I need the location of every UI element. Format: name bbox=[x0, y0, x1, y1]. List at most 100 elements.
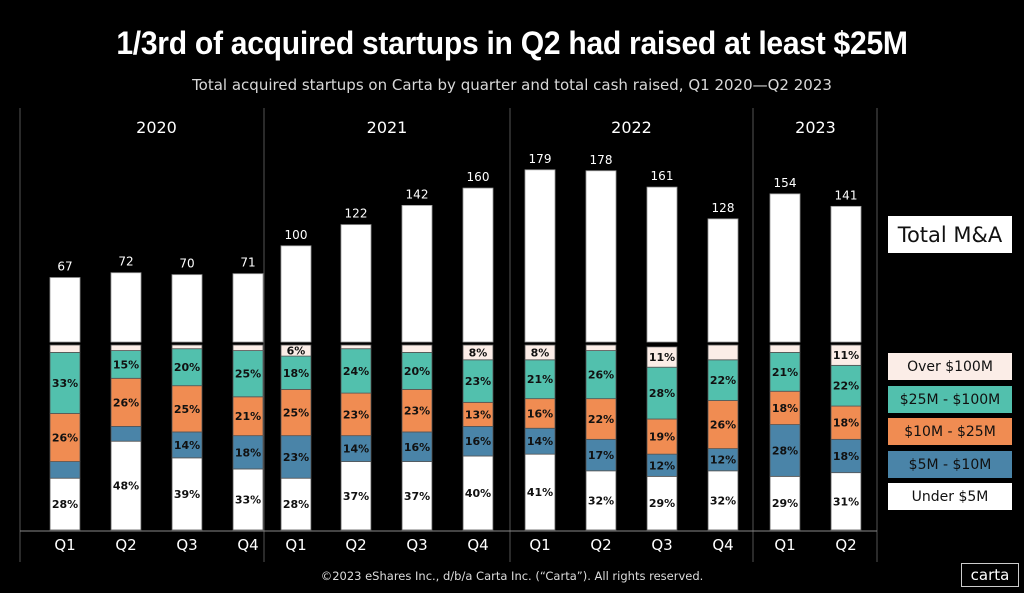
share-segment bbox=[524, 398, 556, 429]
share-segment bbox=[769, 475, 801, 531]
share-segment bbox=[49, 477, 81, 531]
quarter-label: Q4 bbox=[712, 536, 733, 554]
share-segment bbox=[401, 344, 433, 353]
total-value-label: 70 bbox=[179, 257, 194, 271]
share-segment bbox=[462, 455, 494, 531]
share-segment bbox=[707, 470, 739, 531]
share-label: 18% bbox=[833, 417, 859, 430]
share-segment bbox=[171, 348, 203, 387]
share-label: 20% bbox=[174, 361, 200, 374]
share-segment bbox=[171, 344, 203, 350]
share-segment bbox=[646, 475, 678, 531]
total-bar bbox=[769, 193, 801, 343]
total-value-label: 71 bbox=[240, 256, 255, 270]
share-segment bbox=[462, 344, 494, 361]
share-segment bbox=[232, 435, 264, 470]
total-value-label: 154 bbox=[774, 176, 797, 190]
share-label: 18% bbox=[283, 367, 309, 380]
quarter-label: Q4 bbox=[237, 536, 258, 554]
share-label: 33% bbox=[52, 377, 78, 390]
share-segment bbox=[232, 344, 264, 351]
share-label: 21% bbox=[235, 410, 261, 423]
total-bar bbox=[340, 224, 372, 343]
share-label: 12% bbox=[710, 454, 736, 467]
total-bar bbox=[171, 274, 203, 343]
share-segment bbox=[646, 366, 678, 420]
share-segment bbox=[171, 457, 203, 531]
share-segment bbox=[49, 413, 81, 462]
year-label: 2020 bbox=[136, 118, 177, 137]
share-segment bbox=[585, 344, 617, 351]
share-segment bbox=[707, 359, 739, 401]
share-label: 18% bbox=[235, 446, 261, 459]
share-label: 22% bbox=[710, 374, 736, 387]
share-label: 28% bbox=[649, 387, 675, 400]
share-label: 37% bbox=[343, 490, 369, 503]
share-segment bbox=[110, 425, 142, 442]
share-label: 28% bbox=[283, 498, 309, 511]
share-segment bbox=[401, 431, 433, 462]
copyright-footer: ©2023 eShares Inc., d/b/a Carta Inc. (“C… bbox=[320, 569, 704, 583]
chart-subtitle: Total acquired startups on Carta by quar… bbox=[192, 76, 832, 94]
share-segment bbox=[280, 388, 312, 437]
total-bar bbox=[646, 186, 678, 343]
legend-10m-25m: $10M - $25M bbox=[888, 418, 1012, 445]
share-label: 15% bbox=[113, 358, 139, 371]
share-segment bbox=[110, 350, 142, 379]
quarter-label: Q1 bbox=[285, 536, 306, 554]
quarter-label: Q3 bbox=[176, 536, 197, 554]
legend-25m-100m: $25M - $100M bbox=[888, 386, 1012, 413]
total-value-label: 178 bbox=[590, 153, 613, 167]
share-label: 21% bbox=[772, 366, 798, 379]
share-label: 39% bbox=[174, 488, 200, 501]
share-label: 22% bbox=[588, 413, 614, 426]
share-label: 23% bbox=[465, 375, 491, 388]
share-label: 11% bbox=[649, 351, 675, 364]
share-segment bbox=[49, 344, 81, 353]
share-label: 14% bbox=[174, 439, 200, 452]
share-segment bbox=[232, 468, 264, 531]
share-label: 26% bbox=[113, 396, 139, 409]
share-label: 25% bbox=[174, 403, 200, 416]
share-segment bbox=[585, 350, 617, 400]
share-label: 29% bbox=[772, 497, 798, 510]
share-label: 32% bbox=[588, 494, 614, 507]
share-label: 16% bbox=[404, 441, 430, 454]
share-segment bbox=[462, 425, 494, 457]
share-label: 28% bbox=[52, 498, 78, 511]
share-segment bbox=[49, 461, 81, 479]
share-label: 14% bbox=[527, 435, 553, 448]
share-segment bbox=[769, 344, 801, 353]
share-label: 37% bbox=[404, 490, 430, 503]
share-segment bbox=[524, 453, 556, 531]
share-segment bbox=[769, 351, 801, 392]
share-label: 20% bbox=[404, 365, 430, 378]
quarter-label: Q2 bbox=[590, 536, 611, 554]
share-segment bbox=[340, 348, 372, 394]
share-label: 14% bbox=[343, 443, 369, 456]
share-segment bbox=[524, 344, 556, 361]
share-segment bbox=[340, 461, 372, 531]
share-label: 12% bbox=[649, 459, 675, 472]
year-label: 2022 bbox=[611, 118, 652, 137]
share-segment bbox=[401, 461, 433, 531]
total-value-label: 141 bbox=[835, 188, 858, 202]
share-segment bbox=[830, 364, 862, 407]
total-value-label: 142 bbox=[406, 187, 429, 201]
share-segment bbox=[401, 388, 433, 433]
share-segment bbox=[340, 435, 372, 462]
share-segment bbox=[49, 351, 81, 414]
share-label: 21% bbox=[527, 373, 553, 386]
total-bar bbox=[280, 245, 312, 343]
total-bar bbox=[524, 169, 556, 343]
total-value-label: 128 bbox=[712, 201, 735, 215]
share-label: 32% bbox=[710, 494, 736, 507]
total-bar bbox=[232, 273, 264, 343]
share-label: 13% bbox=[465, 408, 491, 421]
total-bar bbox=[110, 272, 142, 343]
quarter-label: Q2 bbox=[835, 536, 856, 554]
total-value-label: 67 bbox=[57, 260, 72, 274]
quarter-label: Q3 bbox=[651, 536, 672, 554]
total-bar bbox=[462, 187, 494, 343]
share-label: 19% bbox=[649, 431, 675, 444]
